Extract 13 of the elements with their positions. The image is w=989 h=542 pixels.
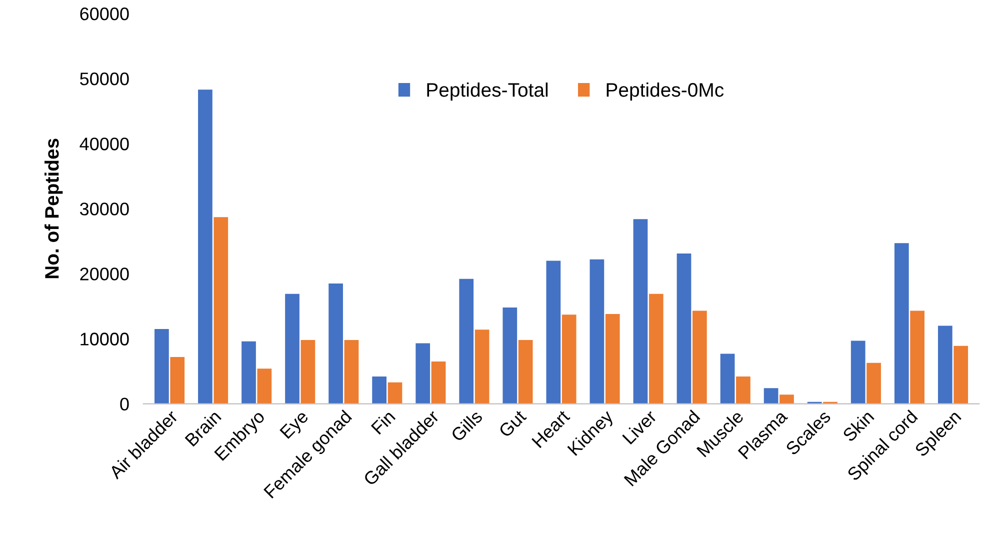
- x-tick-label: Gills: [450, 409, 484, 442]
- y-tick-label: 20000: [80, 268, 129, 280]
- y-tick-label: 10000: [80, 332, 129, 346]
- y-tick-label: 30000: [80, 202, 129, 216]
- x-tick-label: Gut: [498, 409, 528, 438]
- y-tick-label: 50000: [80, 72, 129, 86]
- x-tick-label: Eye: [280, 410, 312, 442]
- y-tick-label: 0: [120, 398, 129, 411]
- legend-label: Peptides-0Mc: [606, 82, 724, 101]
- y-tick-label: 60000: [80, 7, 129, 20]
- y-axis-title: No. of Peptides: [44, 138, 63, 278]
- legend-label: Peptides-Total: [427, 82, 548, 101]
- y-tick-label: 40000: [80, 138, 129, 150]
